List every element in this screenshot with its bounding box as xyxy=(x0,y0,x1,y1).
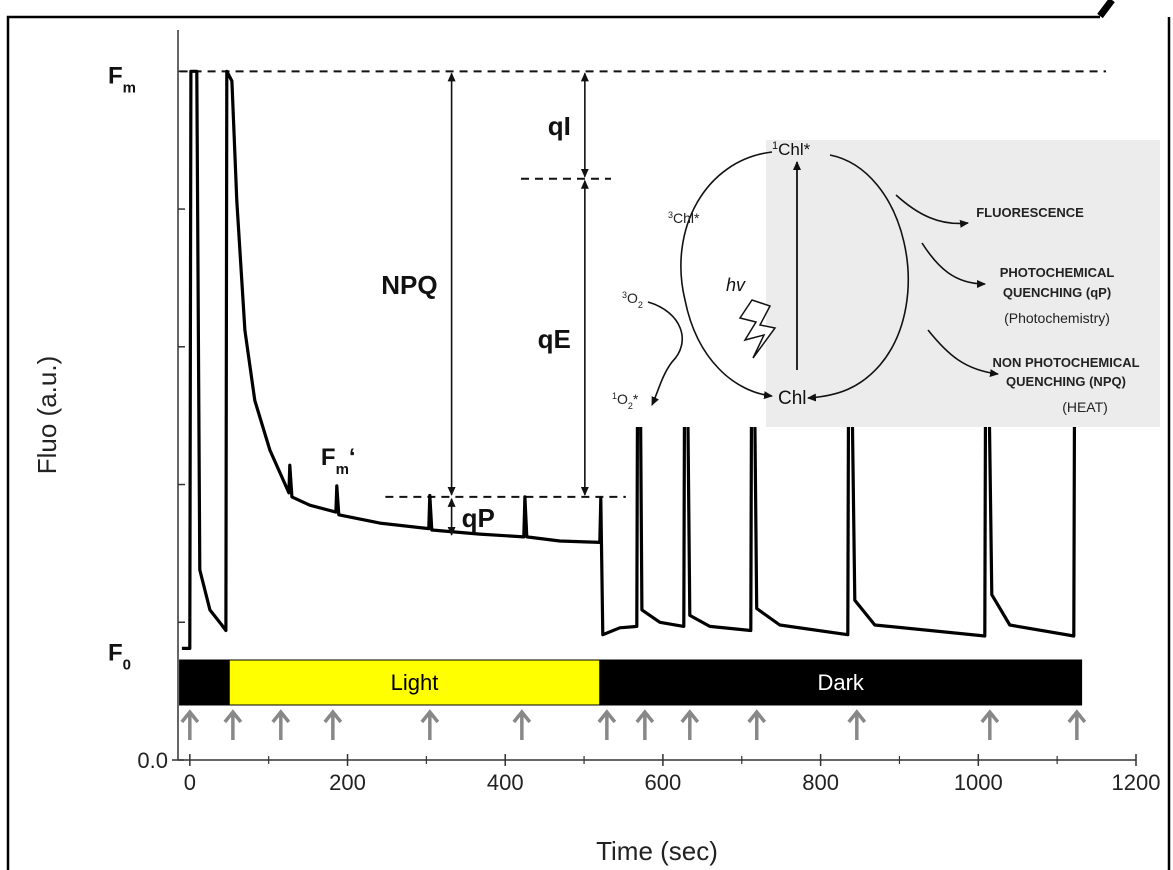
ground-label: Chl xyxy=(778,388,807,409)
x-tick-label: 0 xyxy=(184,770,196,795)
period-bar xyxy=(599,659,1083,706)
qp-label: PHOTOCHEMICAL xyxy=(1000,265,1115,280)
x-tick-label: 800 xyxy=(802,770,839,795)
pulse-arrow xyxy=(747,709,767,740)
oxygen-arc xyxy=(647,301,683,406)
oxygen-text: O xyxy=(627,290,638,306)
sup: 3 xyxy=(622,290,627,300)
period-bar xyxy=(228,659,601,706)
qp-arrow xyxy=(921,242,986,288)
qp-label: QUENCHING (qP) xyxy=(1003,285,1111,300)
pulse-arrow xyxy=(847,709,867,740)
inset-bg xyxy=(611,140,767,427)
x-tick-label: 1200 xyxy=(1112,770,1161,795)
singlet-text: Chl* xyxy=(778,140,811,159)
sub: 2 xyxy=(638,300,643,310)
npq-arrow xyxy=(927,329,999,378)
singlet-label: 1Chl* xyxy=(772,140,811,159)
pulse-arrow xyxy=(223,709,243,740)
pulse-arrow xyxy=(512,709,532,740)
sup: 3 xyxy=(668,210,673,220)
triplet-text: Chl* xyxy=(673,210,700,226)
period-bar xyxy=(179,659,230,706)
x-title: Time (sec) xyxy=(596,836,718,866)
plot: 0 200 400 600 800 1000 1200 0.0 Time (sec) Fluo (… xyxy=(32,30,1160,866)
triplet-label: 3Chl* xyxy=(668,210,700,226)
pulse-arrow xyxy=(635,709,655,740)
npq-label: QUENCHING (NPQ) xyxy=(1006,374,1126,389)
pulse-arrow xyxy=(680,709,700,740)
pulse-arrow xyxy=(1067,709,1087,740)
lightning xyxy=(738,299,777,359)
so-suffix: * xyxy=(633,391,639,407)
y-tick-label: 0.0 xyxy=(137,748,168,773)
fluor-arrow xyxy=(895,194,969,228)
quenching-label: qE xyxy=(538,324,571,354)
qp-label: (Photochemistry) xyxy=(1004,310,1110,326)
pulse-arrow xyxy=(271,709,291,740)
x-tick-label: 200 xyxy=(329,770,366,795)
fluorescence-label: FLUORESCENCE xyxy=(976,205,1084,220)
period-label: Dark xyxy=(817,670,864,695)
sup: 1 xyxy=(612,391,617,401)
oxygen-label: 3O2 xyxy=(622,290,643,310)
level-text: F xyxy=(108,62,123,89)
sub: 2 xyxy=(628,401,633,411)
inset: 1Chl* 3Chl* hv 3O2 1O2* Chl FLUORESCENCE… xyxy=(611,140,1160,427)
npq-label: NON PHOTOCHEMICAL xyxy=(992,355,1139,370)
frame xyxy=(6,15,1171,870)
quenching-label: qI xyxy=(548,111,571,141)
quenching-label: qP xyxy=(462,503,495,533)
fm-prime-label: Fm‘ xyxy=(321,444,356,478)
y-level-label: F0 xyxy=(108,639,131,673)
pulse-arrow xyxy=(597,709,617,740)
fm-prime: ‘ xyxy=(349,444,356,471)
inset-panel xyxy=(766,140,1160,427)
decay-arc xyxy=(807,154,909,402)
pulse-arrow xyxy=(180,709,200,740)
frame-corner xyxy=(1097,0,1115,19)
period-label: Light xyxy=(391,670,439,695)
quenching-label: NPQ xyxy=(381,270,437,300)
isc-arc xyxy=(680,151,773,400)
x-tick-label: 1000 xyxy=(954,770,1003,795)
fm-sub: m xyxy=(336,461,349,478)
level-text: F xyxy=(108,639,123,666)
y-level-label: Fm xyxy=(108,62,136,96)
x-tick-label: 400 xyxy=(487,770,524,795)
y-title: Fluo (a.u.) xyxy=(32,356,62,475)
sup: 1 xyxy=(772,140,778,152)
singlet-oxygen-label: 1O2* xyxy=(612,391,639,411)
pulse-arrow xyxy=(980,709,1000,740)
pulse-arrow xyxy=(420,709,440,740)
pulse-arrow xyxy=(323,709,343,740)
fm-text: F xyxy=(321,444,336,471)
level-sub: 0 xyxy=(123,656,131,673)
hv-label: hv xyxy=(726,275,746,295)
level-sub: m xyxy=(123,79,136,96)
x-tick-label: 600 xyxy=(645,770,682,795)
so-text: O xyxy=(617,391,628,407)
npq-label: (HEAT) xyxy=(1062,399,1108,415)
